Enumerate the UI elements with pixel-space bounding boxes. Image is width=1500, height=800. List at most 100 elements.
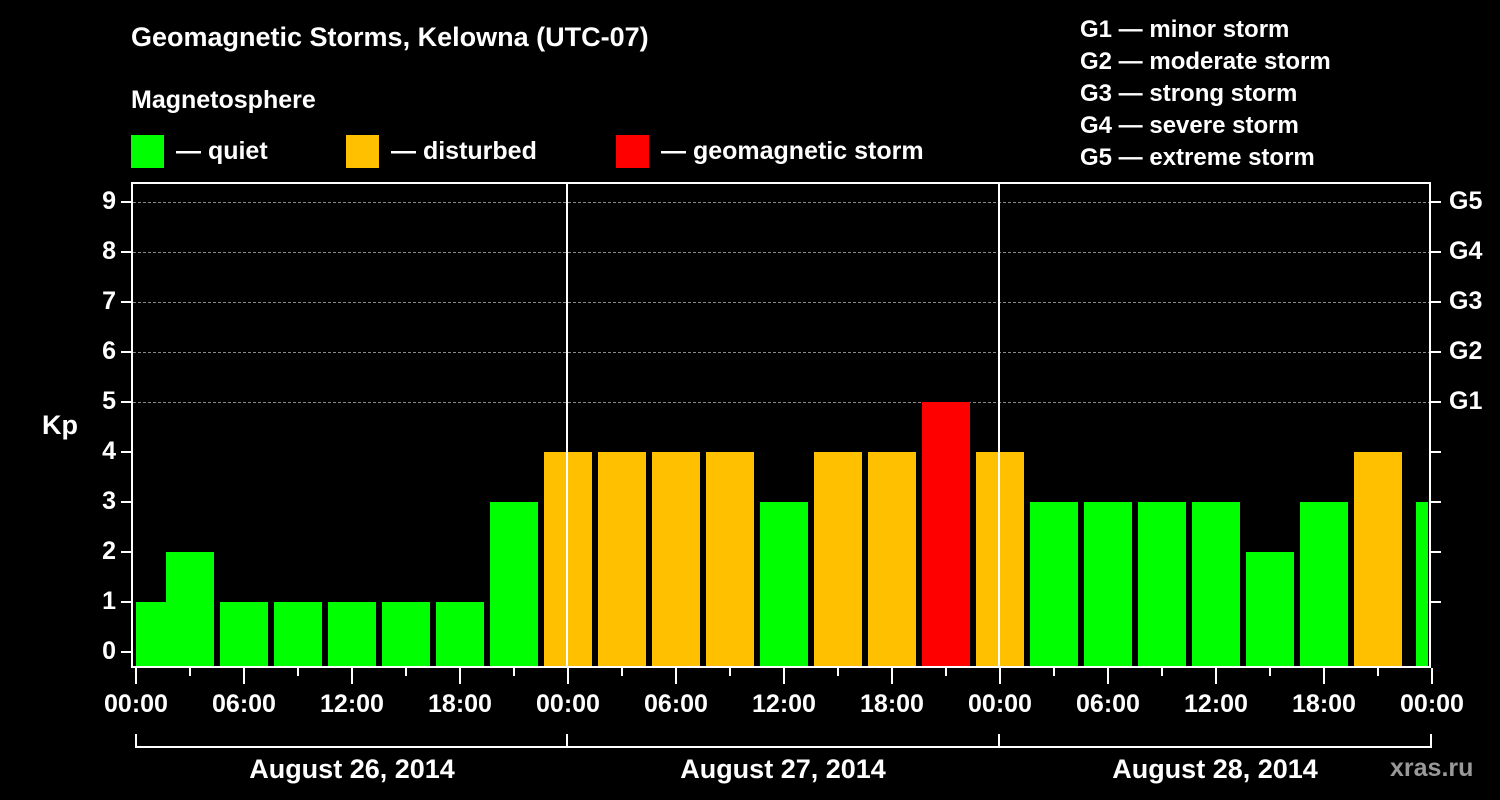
x-tick-major <box>999 668 1001 684</box>
g3-desc: G3 — strong storm <box>1080 80 1298 107</box>
y-tick-right <box>1431 201 1441 203</box>
x-tick-minor <box>945 668 947 676</box>
y-tick-right <box>1431 551 1441 553</box>
date-label: August 28, 2014 <box>1112 754 1318 784</box>
x-tick-minor <box>837 668 839 676</box>
x-tick-major <box>567 668 569 684</box>
legend-quiet: — quiet <box>131 134 268 168</box>
y-tick <box>121 251 131 253</box>
x-tick-minor <box>513 668 515 676</box>
g1-desc: G1 — minor storm <box>1080 16 1290 43</box>
x-tick-major <box>1215 668 1217 684</box>
x-tick-minor <box>1161 668 1163 676</box>
gridline <box>133 402 1431 403</box>
x-tick-label: 06:00 <box>644 690 708 718</box>
y-tick-label: 1 <box>102 587 116 615</box>
kp-bar <box>436 602 484 666</box>
kp-bar <box>868 452 916 666</box>
x-tick-minor <box>1377 668 1379 676</box>
date-bracket-tick <box>998 734 1000 748</box>
kp-bar <box>490 502 538 666</box>
legend-disturbed: — disturbed <box>346 134 537 168</box>
kp-bar <box>166 552 214 666</box>
kp-bar <box>1030 502 1078 666</box>
kp-bar <box>1416 502 1428 666</box>
y-tick <box>121 651 131 653</box>
gridline <box>133 252 1431 253</box>
g-scale-label: G1 <box>1449 387 1483 415</box>
gridline <box>133 202 1431 203</box>
x-tick-major <box>1107 668 1109 684</box>
y-tick-label: 4 <box>102 437 116 465</box>
kp-bar <box>328 602 376 666</box>
x-tick-major <box>243 668 245 684</box>
kp-bar <box>1354 452 1402 666</box>
y-tick <box>121 301 131 303</box>
x-tick-major <box>351 668 353 684</box>
g-scale-label: G4 <box>1449 237 1483 265</box>
date-label: August 26, 2014 <box>249 754 455 784</box>
kp-bar <box>274 602 322 666</box>
legend-title: Magnetosphere <box>131 86 316 114</box>
day-separator <box>566 182 568 668</box>
y-tick <box>121 401 131 403</box>
x-tick-major <box>135 668 137 684</box>
y-tick-label: 9 <box>102 187 116 215</box>
kp-bar <box>220 602 268 666</box>
date-bracket-tick <box>135 734 137 748</box>
kp-bar <box>652 452 700 666</box>
y-tick <box>121 351 131 353</box>
gridline <box>133 352 1431 353</box>
g-scale-label: G3 <box>1449 287 1483 315</box>
date-bracket-line <box>135 746 1431 748</box>
y-tick-label: 3 <box>102 487 116 515</box>
kp-bar <box>544 452 592 666</box>
x-tick-label: 06:00 <box>212 690 276 718</box>
y-tick <box>121 601 131 603</box>
kp-bar <box>382 602 430 666</box>
x-tick-label: 12:00 <box>320 690 384 718</box>
x-tick-minor <box>1269 668 1271 676</box>
g-scale-label: G2 <box>1449 337 1483 365</box>
kp-bar <box>136 602 168 666</box>
x-tick-major <box>1431 668 1433 684</box>
x-tick-minor <box>297 668 299 676</box>
y-tick-label: 7 <box>102 287 116 315</box>
x-tick-label: 06:00 <box>1076 690 1140 718</box>
storm-swatch <box>616 134 649 168</box>
x-tick-major <box>1323 668 1325 684</box>
y-tick-right <box>1431 601 1441 603</box>
y-tick-label: 8 <box>102 237 116 265</box>
y-tick <box>121 551 131 553</box>
kp-bar <box>1138 502 1186 666</box>
kp-bar <box>760 502 808 666</box>
storm-scale-legend: G1 — minor storm G2 — moderate storm G3 … <box>1080 14 1331 174</box>
legend-label: — disturbed <box>391 136 537 165</box>
y-tick-right <box>1431 401 1441 403</box>
x-tick-label: 00:00 <box>536 690 600 718</box>
y-axis-label: Kp <box>42 410 78 440</box>
watermark: xras.ru <box>1390 754 1474 782</box>
y-tick-right <box>1431 301 1441 303</box>
day-separator <box>998 182 1000 668</box>
quiet-swatch <box>131 134 164 168</box>
legend-label: — quiet <box>176 136 268 165</box>
x-tick-major <box>459 668 461 684</box>
x-tick-label: 00:00 <box>104 690 168 718</box>
y-tick <box>121 451 131 453</box>
legend-label: — geomagnetic storm <box>661 136 924 165</box>
kp-bar <box>976 452 1024 666</box>
x-tick-major <box>891 668 893 684</box>
x-tick-major <box>783 668 785 684</box>
legend-storm: — geomagnetic storm <box>616 134 924 168</box>
g2-desc: G2 — moderate storm <box>1080 48 1331 75</box>
x-tick-label: 18:00 <box>1292 690 1356 718</box>
g5-desc: G5 — extreme storm <box>1080 144 1315 171</box>
y-tick-label: 6 <box>102 337 116 365</box>
x-tick-minor <box>729 668 731 676</box>
disturbed-swatch <box>346 134 379 168</box>
y-tick-label: 0 <box>102 637 116 665</box>
x-tick-label: 00:00 <box>1400 690 1464 718</box>
y-tick-right <box>1431 451 1441 453</box>
plot-frame <box>131 182 1431 668</box>
